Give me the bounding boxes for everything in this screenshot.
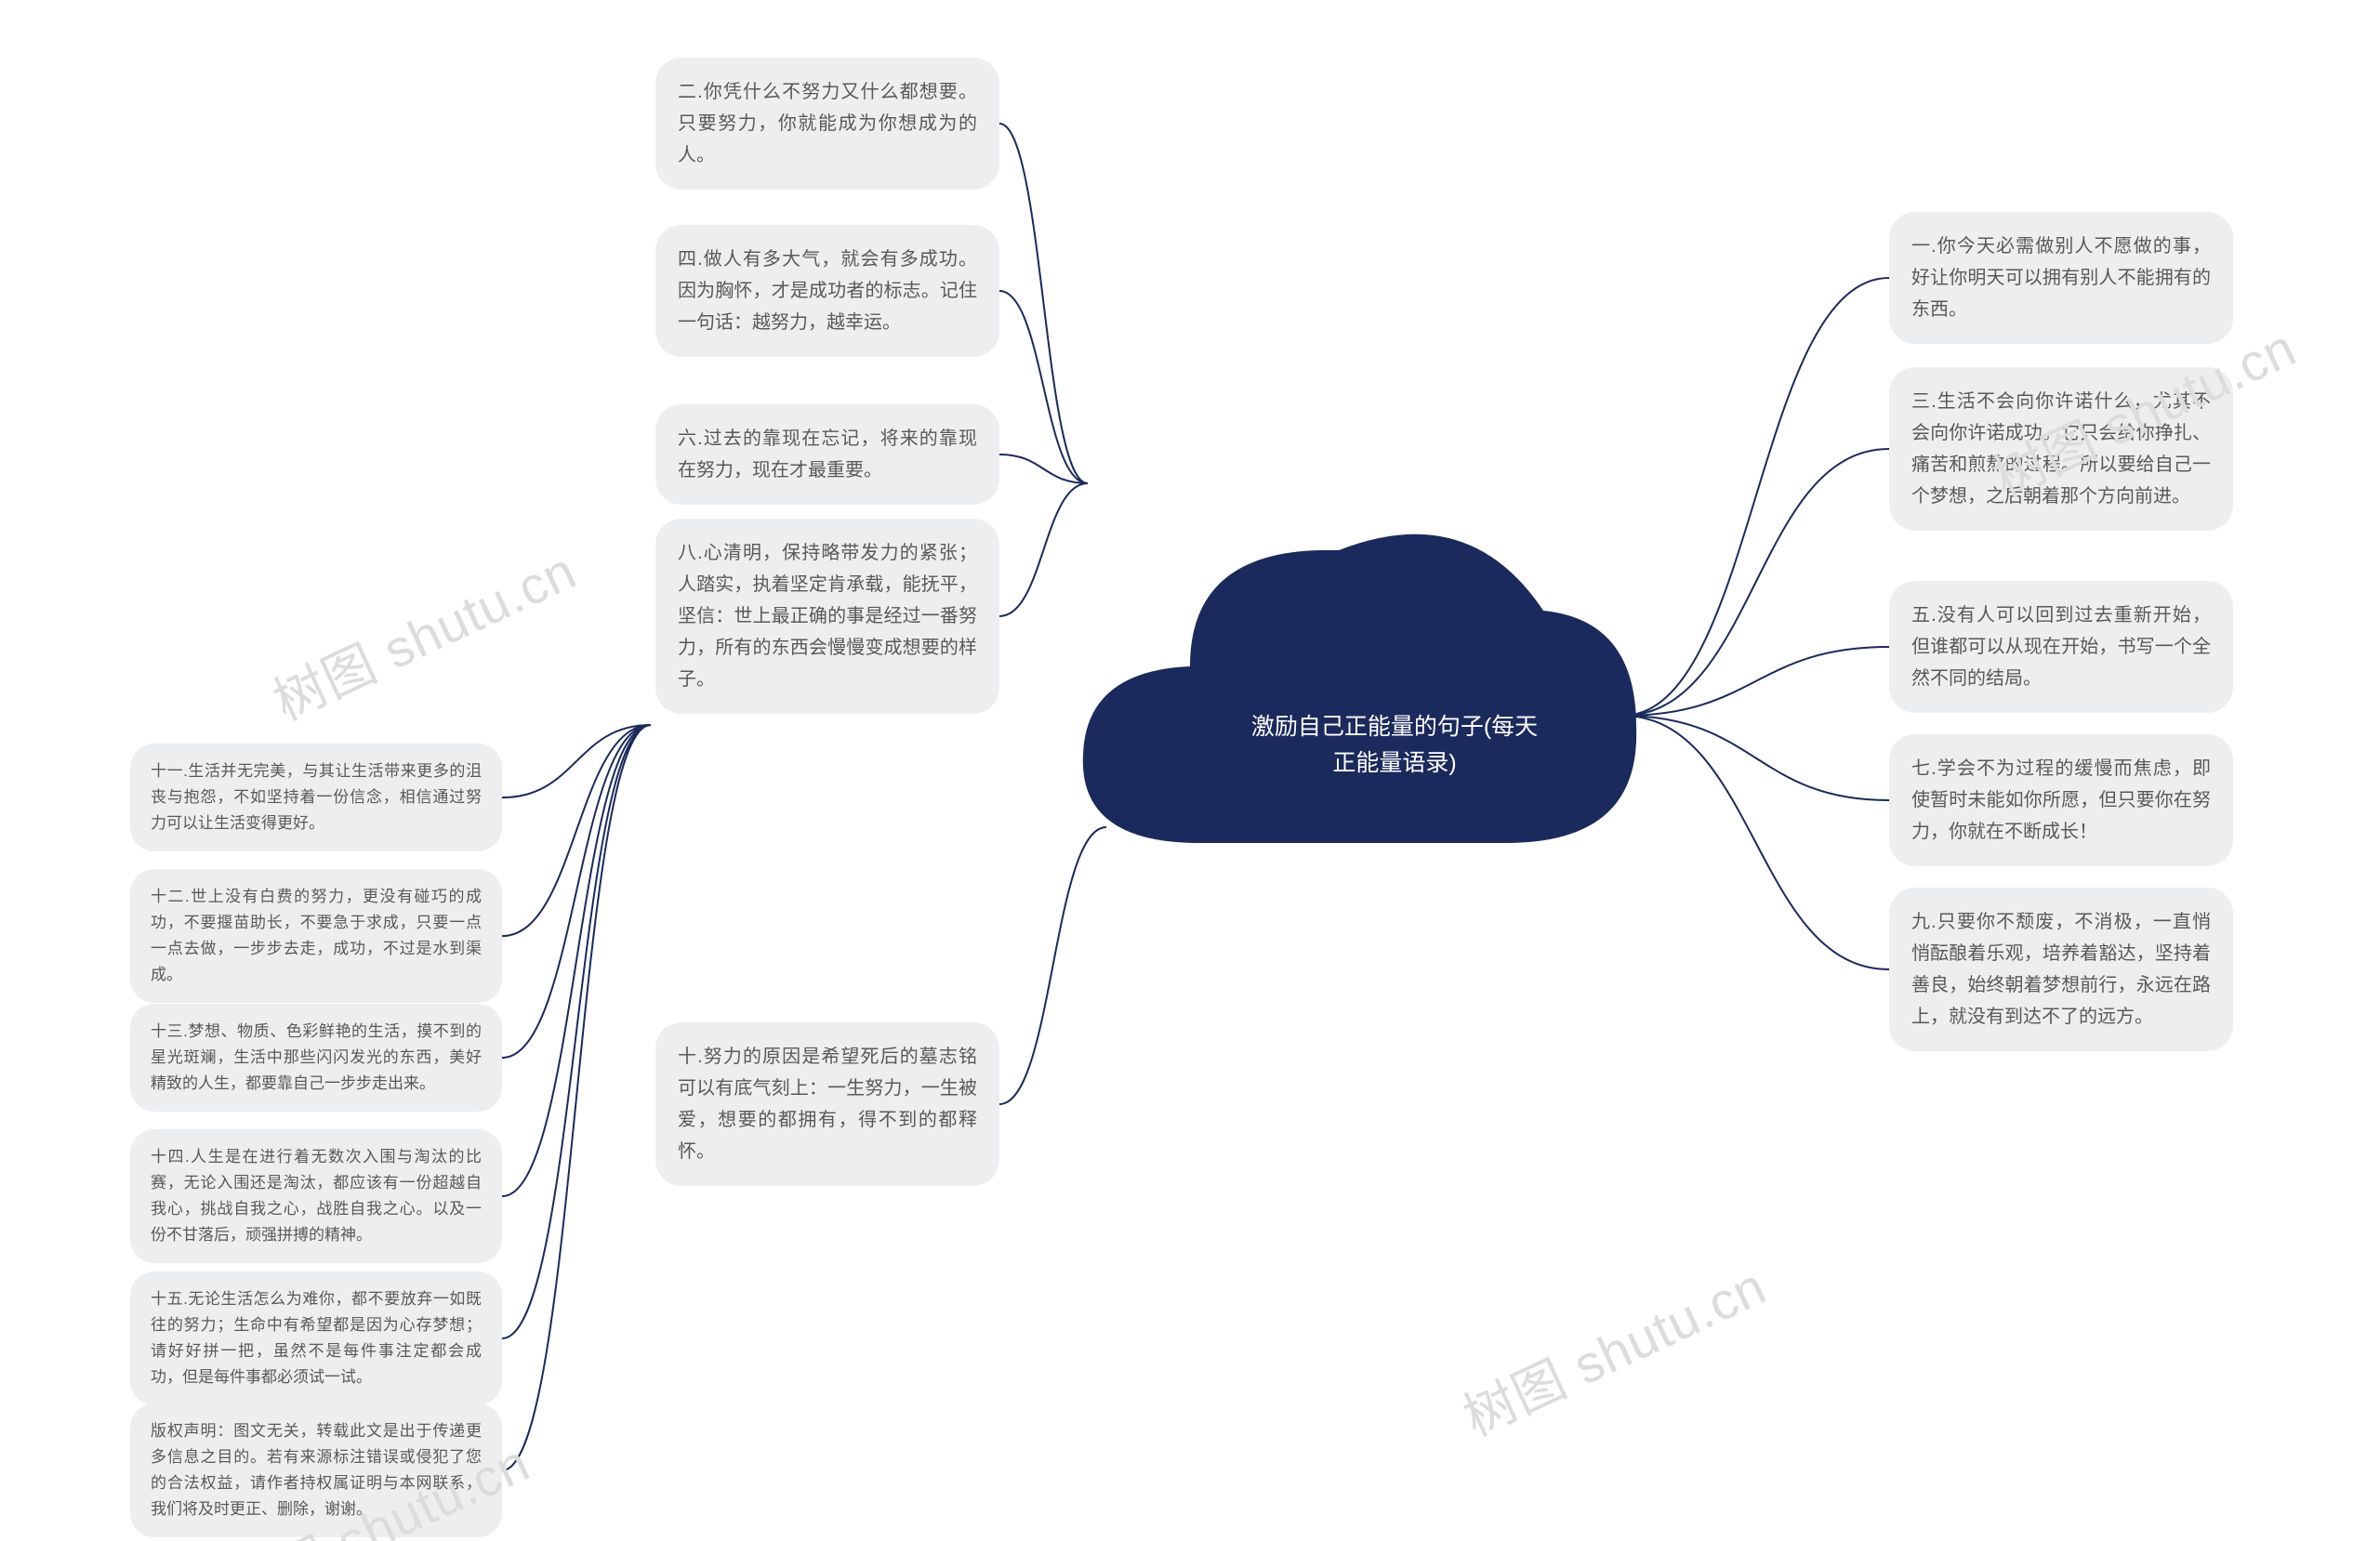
node-text: 八.心清明，保持略带发力的紧张；人踏实，执着坚定肯承载，能抚平，坚信：世上最正确…	[678, 543, 977, 690]
node-quote-9[interactable]: 九.只要你不颓废，不消极，一直悄悄酝酿着乐观，培养着豁达，坚持着善良，始终朝着梦…	[1889, 888, 2233, 1051]
node-text: 十五.无论生活怎么为难你，都不要放弃一如既往的努力；生命中有希望都是因为心存梦想…	[151, 1290, 482, 1386]
node-text: 九.只要你不颓废，不消极，一直悄悄酝酿着乐观，培养着豁达，坚持着善良，始终朝着梦…	[1911, 912, 2211, 1027]
node-quote-10[interactable]: 十.努力的原因是希望死后的墓志铭可以有底气刻上：一生努力，一生被爱，想要的都拥有…	[655, 1022, 999, 1186]
node-text: 七.学会不为过程的缓慢而焦虑，即使暂时未能如你所愿，但只要你在努力，你就在不断成…	[1911, 758, 2211, 842]
node-quote-2[interactable]: 二.你凭什么不努力又什么都想要。只要努力，你就能成为你想成为的人。	[655, 58, 999, 190]
node-quote-15[interactable]: 十五.无论生活怎么为难你，都不要放弃一如既往的努力；生命中有希望都是因为心存梦想…	[130, 1271, 502, 1405]
node-text: 五.没有人可以回到过去重新开始，但谁都可以从现在开始，书写一个全然不同的结局。	[1911, 605, 2211, 689]
watermark: 树图 shutu.cn	[1449, 1245, 1777, 1451]
node-quote-8[interactable]: 八.心清明，保持略带发力的紧张；人踏实，执着坚定肯承载，能抚平，坚信：世上最正确…	[655, 519, 999, 714]
node-quote-7[interactable]: 七.学会不为过程的缓慢而焦虑，即使暂时未能如你所愿，但只要你在努力，你就在不断成…	[1889, 734, 2233, 866]
node-text: 十一.生活并无完美，与其让生活带来更多的沮丧与抱怨，不如坚持着一份信念，相信通过…	[151, 762, 482, 832]
node-quote-11[interactable]: 十一.生活并无完美，与其让生活带来更多的沮丧与抱怨，不如坚持着一份信念，相信通过…	[130, 744, 502, 851]
node-text: 三.生活不会向你许诺什么，尤其不会向你许诺成功。它只会给你挣扎、痛苦和煎熬的过程…	[1911, 391, 2211, 507]
node-quote-4[interactable]: 四.做人有多大气，就会有多成功。因为胸怀，才是成功者的标志。记住一句话：越努力，…	[655, 225, 999, 357]
node-quote-1[interactable]: 一.你今天必需做别人不愿做的事，好让你明天可以拥有别人不能拥有的东西。	[1889, 212, 2233, 344]
node-text: 二.你凭什么不努力又什么都想要。只要努力，你就能成为你想成为的人。	[678, 82, 977, 165]
node-quote-14[interactable]: 十四.人生是在进行着无数次入围与淘汰的比赛，无论入围还是淘汰，都应该有一份超越自…	[130, 1129, 502, 1263]
node-copyright-note[interactable]: 版权声明：图文无关，转载此文是出于传递更多信息之目的。若有来源标注错误或侵犯了您…	[130, 1403, 502, 1537]
center-title: 激励自己正能量的句子(每天正能量语录)	[1246, 709, 1543, 782]
watermark: 树图 shutu.cn	[259, 530, 587, 735]
node-quote-3[interactable]: 三.生活不会向你许诺什么，尤其不会向你许诺成功。它只会给你挣扎、痛苦和煎熬的过程…	[1889, 367, 2233, 531]
node-text: 版权声明：图文无关，转载此文是出于传递更多信息之目的。若有来源标注错误或侵犯了您…	[151, 1422, 482, 1518]
node-quote-5[interactable]: 五.没有人可以回到过去重新开始，但谁都可以从现在开始，书写一个全然不同的结局。	[1889, 581, 2233, 713]
node-text: 十二.世上没有白费的努力，更没有碰巧的成功，不要揠苗助长，不要急于求成，只要一点…	[151, 888, 482, 983]
node-text: 十.努力的原因是希望死后的墓志铭可以有底气刻上：一生努力，一生被爱，想要的都拥有…	[678, 1047, 977, 1162]
cloud-icon	[1069, 490, 1646, 880]
node-text: 十四.人生是在进行着无数次入围与淘汰的比赛，无论入围还是淘汰，都应该有一份超越自…	[151, 1148, 482, 1244]
node-text: 一.你今天必需做别人不愿做的事，好让你明天可以拥有别人不能拥有的东西。	[1911, 236, 2211, 320]
node-text: 十三.梦想、物质、色彩鲜艳的生活，摸不到的星光斑斓，生活中那些闪闪发光的东西，美…	[151, 1022, 482, 1092]
mindmap-canvas: 激励自己正能量的句子(每天正能量语录) 二.你凭什么不努力又什么都想要。只要努力…	[0, 0, 2380, 1541]
node-quote-6[interactable]: 六.过去的靠现在忘记，将来的靠现在努力，现在才最重要。	[655, 404, 999, 505]
node-text: 六.过去的靠现在忘记，将来的靠现在努力，现在才最重要。	[678, 428, 977, 481]
node-text: 四.做人有多大气，就会有多成功。因为胸怀，才是成功者的标志。记住一句话：越努力，…	[678, 249, 977, 333]
node-quote-13[interactable]: 十三.梦想、物质、色彩鲜艳的生活，摸不到的星光斑斓，生活中那些闪闪发光的东西，美…	[130, 1004, 502, 1112]
node-quote-12[interactable]: 十二.世上没有白费的努力，更没有碰巧的成功，不要揠苗助长，不要急于求成，只要一点…	[130, 869, 502, 1003]
center-topic[interactable]: 激励自己正能量的句子(每天正能量语录)	[1069, 490, 1646, 880]
